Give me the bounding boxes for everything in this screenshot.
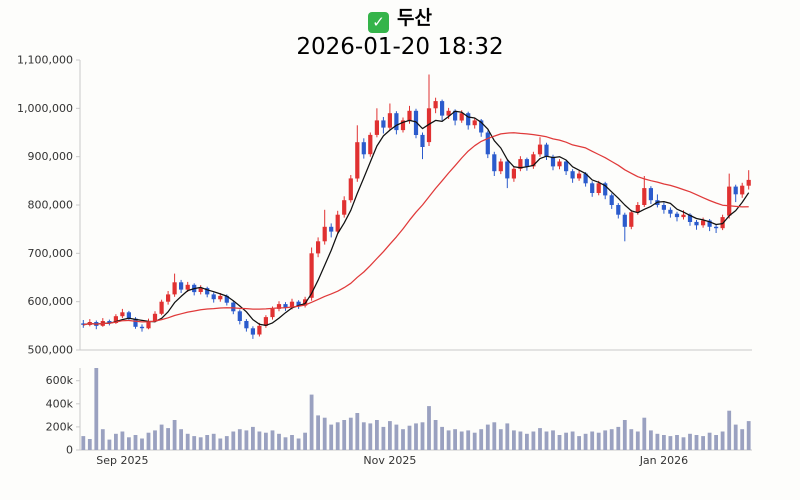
price-tick-label: 500,000 bbox=[28, 344, 74, 357]
stock-name: 두산 bbox=[397, 7, 432, 29]
title-line: ✓ 두산 bbox=[0, 5, 800, 33]
volume-bars bbox=[81, 368, 751, 450]
volume-tick-label: 600k bbox=[46, 374, 74, 387]
price-tick-label: 1,000,000 bbox=[17, 102, 73, 115]
price-tick-label: 900,000 bbox=[28, 150, 74, 163]
chart-header: ✓ 두산 2026-01-20 18:32 bbox=[0, 5, 800, 60]
price-tick-label: 700,000 bbox=[28, 247, 74, 260]
volume-tick-label: 0 bbox=[66, 444, 73, 457]
checkmark-icon: ✓ bbox=[368, 12, 390, 33]
ma-line-5 bbox=[83, 110, 750, 327]
volume-tick-label: 200k bbox=[46, 420, 74, 433]
volume-tick-label: 400k bbox=[46, 397, 74, 410]
price-tick-label: 800,000 bbox=[28, 199, 74, 212]
chart-timestamp: 2026-01-20 18:32 bbox=[296, 34, 504, 60]
ma-line-25 bbox=[83, 132, 749, 326]
price-tick-label: 1,100,000 bbox=[17, 54, 73, 67]
x-axis-label: Nov 2025 bbox=[363, 454, 416, 467]
price-tick-label: 600,000 bbox=[28, 295, 74, 308]
x-axis-label: Jan 2026 bbox=[639, 454, 688, 467]
x-axis-label: Sep 2025 bbox=[96, 454, 148, 467]
